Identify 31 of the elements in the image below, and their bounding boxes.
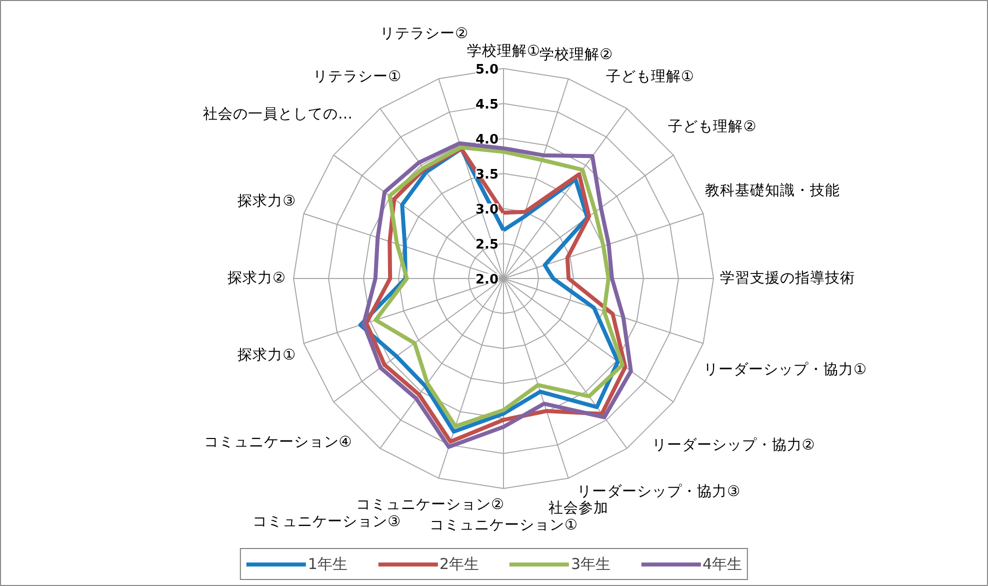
y-tick-label: 5.0 (475, 62, 498, 78)
spoke-label: 教科基礎知識・技能 (705, 182, 840, 200)
spoke-label: コミュニケーション① (430, 518, 578, 534)
spoke-label: 学習支援の指導技術 (720, 270, 855, 286)
spoke-label: 社会の一員としての… (203, 106, 353, 123)
legend-label: 1年生 (308, 554, 348, 574)
y-tick-label: 2.5 (475, 238, 498, 252)
spoke-label: 探求力① (238, 346, 296, 364)
spoke-label: リーダーシップ・協力① (704, 360, 867, 378)
spoke-label: リーダーシップ・協力② (652, 436, 815, 454)
spoke-label: 探求力③ (238, 192, 296, 210)
spoke-label: リテラシー② (380, 26, 468, 42)
y-tick-label: 4.5 (475, 98, 498, 112)
spoke-label: 子ども理解① (606, 69, 694, 86)
spoke-label: コミュニケーション④ (204, 434, 352, 450)
y-tick-label: 3.0 (475, 202, 498, 218)
legend-label: 3年生 (571, 554, 611, 574)
spoke-label: リテラシー① (313, 69, 402, 86)
spoke-label: 子ども理解② (668, 118, 756, 135)
y-tick-label: 2.0 (475, 272, 498, 288)
spoke-label: コミュニケーション② (356, 496, 504, 513)
y-tick-label: 4.0 (475, 132, 498, 148)
spoke-label: 学校理解① (467, 42, 540, 60)
spoke-label: 探求力② (228, 270, 286, 286)
spoke-label: 学校理解② (540, 46, 613, 63)
legend-label: 2年生 (439, 554, 479, 574)
legend-label: 4年生 (702, 554, 742, 574)
spoke-label: 社会参加 (548, 500, 608, 517)
spoke-label: リーダーシップ・協力③ (577, 483, 740, 500)
y-tick-label: 3.5 (475, 168, 498, 182)
spoke-label: コミュニケーション③ (252, 514, 401, 530)
